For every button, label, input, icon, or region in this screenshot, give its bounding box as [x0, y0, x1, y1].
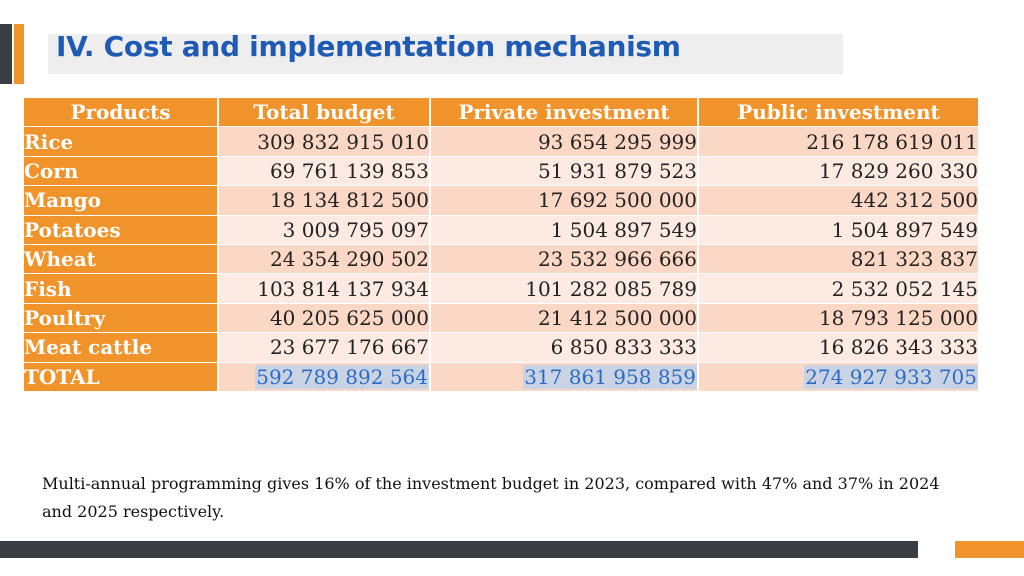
table-row: Meat cattle 23 677 176 667 6 850 833 333…: [24, 333, 978, 362]
total-budget-cell: 40 205 625 000: [219, 303, 431, 333]
total-budget-sum: 592 789 892 564: [219, 362, 431, 391]
product-name: Poultry: [24, 303, 219, 333]
table-header-row: Products Total budget Private investment…: [24, 98, 978, 127]
public-investment-cell: 2 532 052 145: [699, 274, 978, 303]
public-investment-cell: 216 178 619 011: [699, 127, 978, 156]
public-investment-cell: 17 829 260 330: [699, 156, 978, 186]
private-investment-sum-value: 317 861 958 859: [523, 364, 697, 389]
public-investment-cell: 442 312 500: [699, 186, 978, 215]
footer-bar-orange: [955, 541, 1024, 558]
total-budget-sum-value: 592 789 892 564: [255, 364, 429, 389]
private-investment-cell: 23 532 966 666: [431, 244, 699, 274]
product-name: Meat cattle: [24, 333, 219, 362]
product-name: Mango: [24, 186, 219, 215]
total-budget-cell: 309 832 915 010: [219, 127, 431, 156]
footer-bar-dark: [0, 541, 918, 558]
total-budget-cell: 18 134 812 500: [219, 186, 431, 215]
private-investment-cell: 1 504 897 549: [431, 215, 699, 244]
product-name: Potatoes: [24, 215, 219, 244]
table-row: Fish 103 814 137 934 101 282 085 789 2 5…: [24, 274, 978, 303]
product-name: Rice: [24, 127, 219, 156]
total-budget-cell: 23 677 176 667: [219, 333, 431, 362]
product-name: Wheat: [24, 244, 219, 274]
total-budget-cell: 69 761 139 853: [219, 156, 431, 186]
public-investment-cell: 16 826 343 333: [699, 333, 978, 362]
budget-table: Products Total budget Private investment…: [24, 97, 978, 392]
table-row: Potatoes 3 009 795 097 1 504 897 549 1 5…: [24, 215, 978, 244]
left-accent-dark: [0, 24, 12, 84]
private-investment-cell: 21 412 500 000: [431, 303, 699, 333]
private-investment-cell: 101 282 085 789: [431, 274, 699, 303]
title-background: [48, 34, 843, 74]
table-row: Poultry 40 205 625 000 21 412 500 000 18…: [24, 303, 978, 333]
total-budget-cell: 3 009 795 097: [219, 215, 431, 244]
private-investment-cell: 93 654 295 999: [431, 127, 699, 156]
total-budget-cell: 103 814 137 934: [219, 274, 431, 303]
product-name: Corn: [24, 156, 219, 186]
total-label: TOTAL: [24, 362, 219, 391]
table-row: Rice 309 832 915 010 93 654 295 999 216 …: [24, 127, 978, 156]
private-investment-cell: 17 692 500 000: [431, 186, 699, 215]
table-total-row: TOTAL 592 789 892 564 317 861 958 859 27…: [24, 362, 978, 391]
header-products: Products: [24, 98, 219, 127]
table-row: Wheat 24 354 290 502 23 532 966 666 821 …: [24, 244, 978, 274]
public-investment-cell: 1 504 897 549: [699, 215, 978, 244]
table-row: Corn 69 761 139 853 51 931 879 523 17 82…: [24, 156, 978, 186]
private-investment-sum: 317 861 958 859: [431, 362, 699, 391]
programming-note: Multi-annual programming gives 16% of th…: [42, 474, 940, 521]
private-investment-cell: 6 850 833 333: [431, 333, 699, 362]
public-investment-cell: 18 793 125 000: [699, 303, 978, 333]
product-name: Fish: [24, 274, 219, 303]
public-investment-cell: 821 323 837: [699, 244, 978, 274]
header-private-investment: Private investment: [431, 98, 699, 127]
slide-title: IV. Cost and implementation mechanism: [56, 30, 681, 63]
header-public-investment: Public investment: [699, 98, 978, 127]
public-investment-sum: 274 927 933 705: [699, 362, 978, 391]
header-total-budget: Total budget: [219, 98, 431, 127]
public-investment-sum-value: 274 927 933 705: [804, 364, 978, 389]
left-accent-orange: [14, 24, 24, 84]
table-row: Mango 18 134 812 500 17 692 500 000 442 …: [24, 186, 978, 215]
total-budget-cell: 24 354 290 502: [219, 244, 431, 274]
private-investment-cell: 51 931 879 523: [431, 156, 699, 186]
